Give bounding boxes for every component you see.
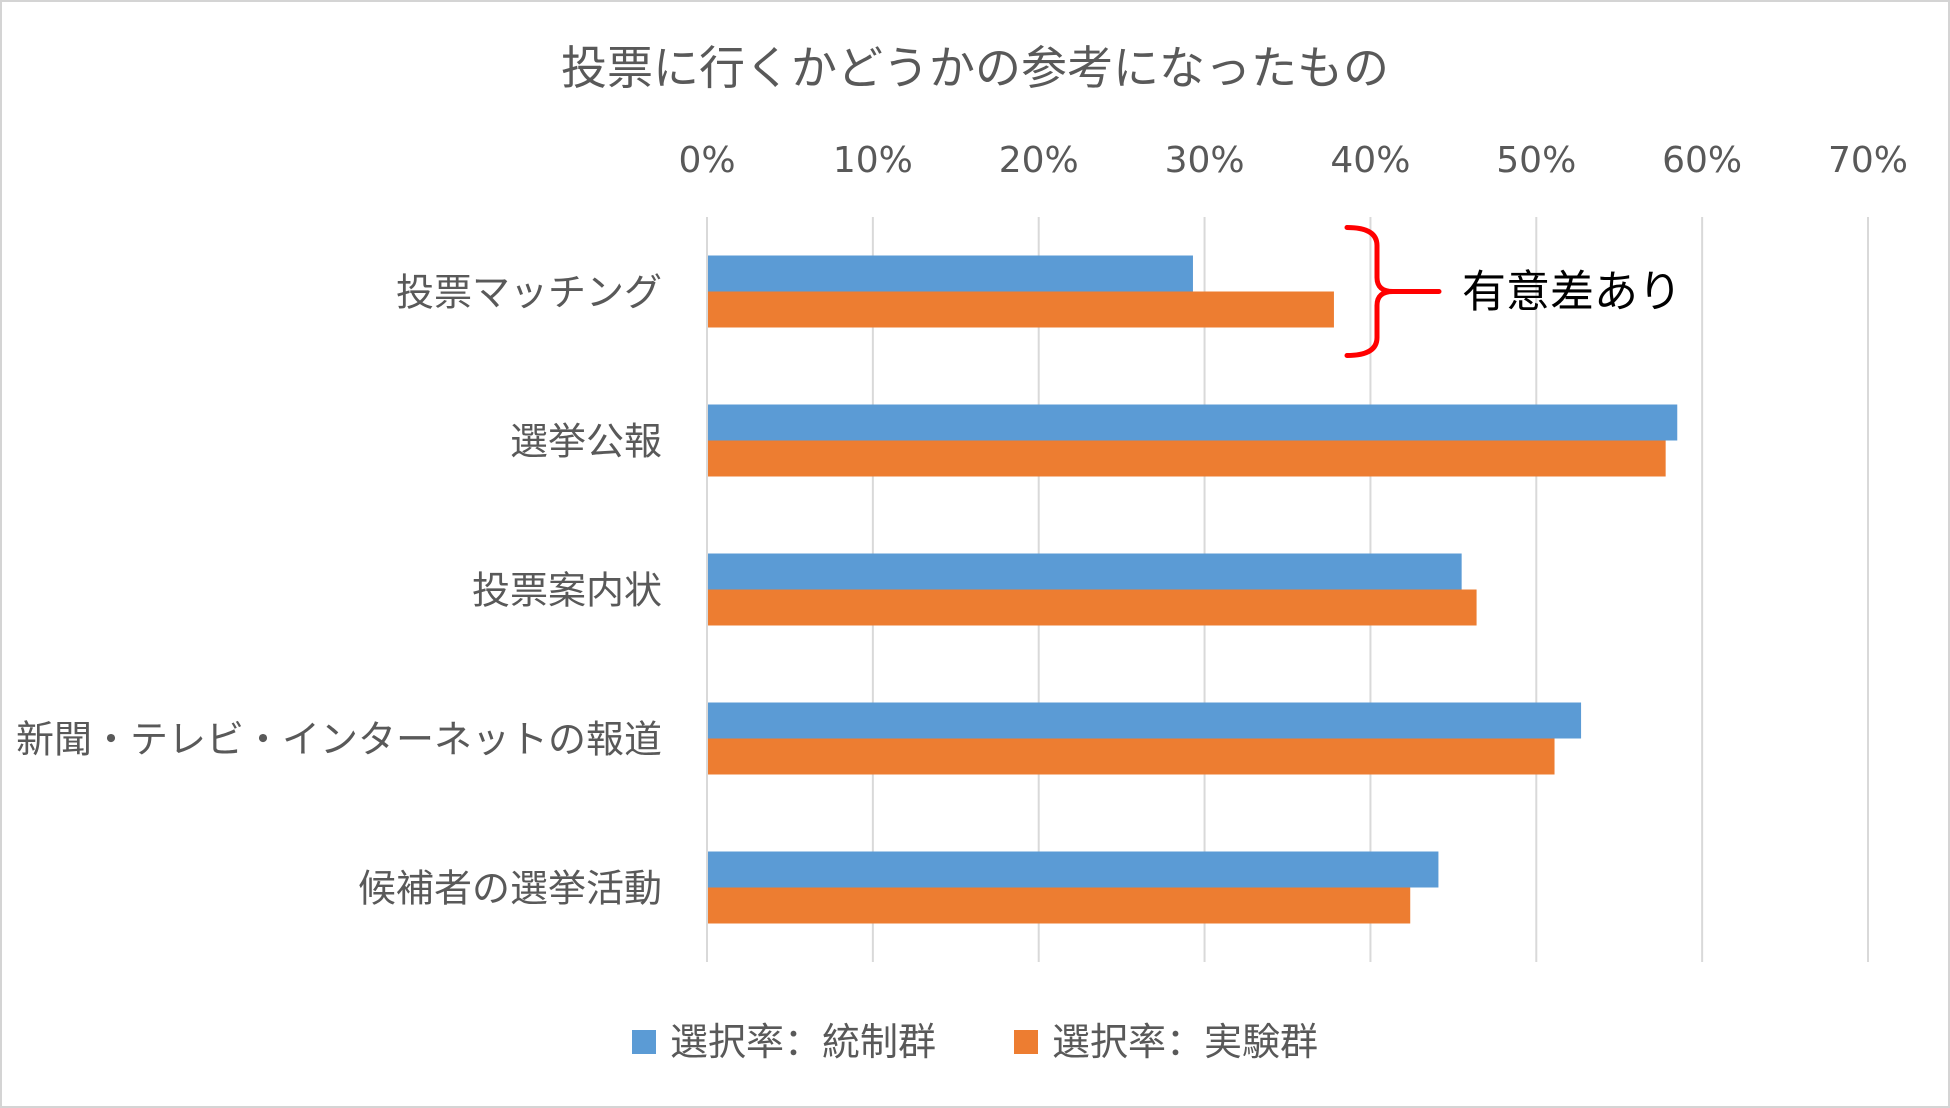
- significance-label: 有意差あり: [1462, 267, 1682, 318]
- bar-0-series-0: [708, 255, 1193, 292]
- bar-2-series-1: [708, 589, 1477, 626]
- category-label-3: 新聞・テレビ・インターネットの報道: [16, 718, 662, 762]
- bar-4-series-0: [708, 851, 1439, 888]
- tick-label-1: 10%: [833, 140, 913, 181]
- legend-label-1: 選択率：実験群: [1052, 1020, 1318, 1064]
- bar-2-series-0: [708, 553, 1462, 590]
- tick-label-5: 50%: [1496, 140, 1576, 181]
- category-labels: 投票マッチング選挙公報投票案内状新聞・テレビ・インターネットの報道候補者の選挙活…: [16, 271, 662, 911]
- bar-4-series-1: [708, 887, 1411, 924]
- legend-swatch-0: [632, 1030, 656, 1054]
- category-label-0: 投票マッチング: [396, 271, 662, 315]
- bar-0-series-1: [708, 291, 1334, 328]
- tick-label-7: 70%: [1828, 140, 1908, 181]
- legend: 選択率：統制群 選択率：実験群: [632, 1020, 1318, 1064]
- tick-label-6: 60%: [1662, 140, 1742, 181]
- tick-label-4: 40%: [1330, 140, 1410, 181]
- bar-1-series-1: [708, 440, 1666, 477]
- significance-bracket: [1344, 225, 1442, 358]
- tick-label-2: 20%: [999, 140, 1079, 181]
- legend-swatch-1: [1014, 1030, 1038, 1054]
- chart-title: 投票に行くかどうかの参考になったもの: [561, 41, 1389, 95]
- legend-label-0: 選択率：統制群: [670, 1020, 936, 1064]
- bar-3-series-1: [708, 738, 1555, 775]
- x-axis-ticks: 0% 10% 20% 30% 40% 50% 60% 70%: [678, 140, 1908, 181]
- bar-3-series-0: [708, 702, 1582, 739]
- tick-label-3: 30%: [1165, 140, 1245, 181]
- category-label-1: 選挙公報: [510, 420, 662, 464]
- significance-annotation: 有意差あり: [1344, 225, 1682, 358]
- category-label-4: 候補者の選挙活動: [358, 867, 662, 911]
- bars: [708, 255, 1678, 924]
- tick-label-0: 0%: [678, 140, 735, 181]
- bar-1-series-0: [708, 404, 1678, 441]
- category-label-2: 投票案内状: [472, 569, 662, 613]
